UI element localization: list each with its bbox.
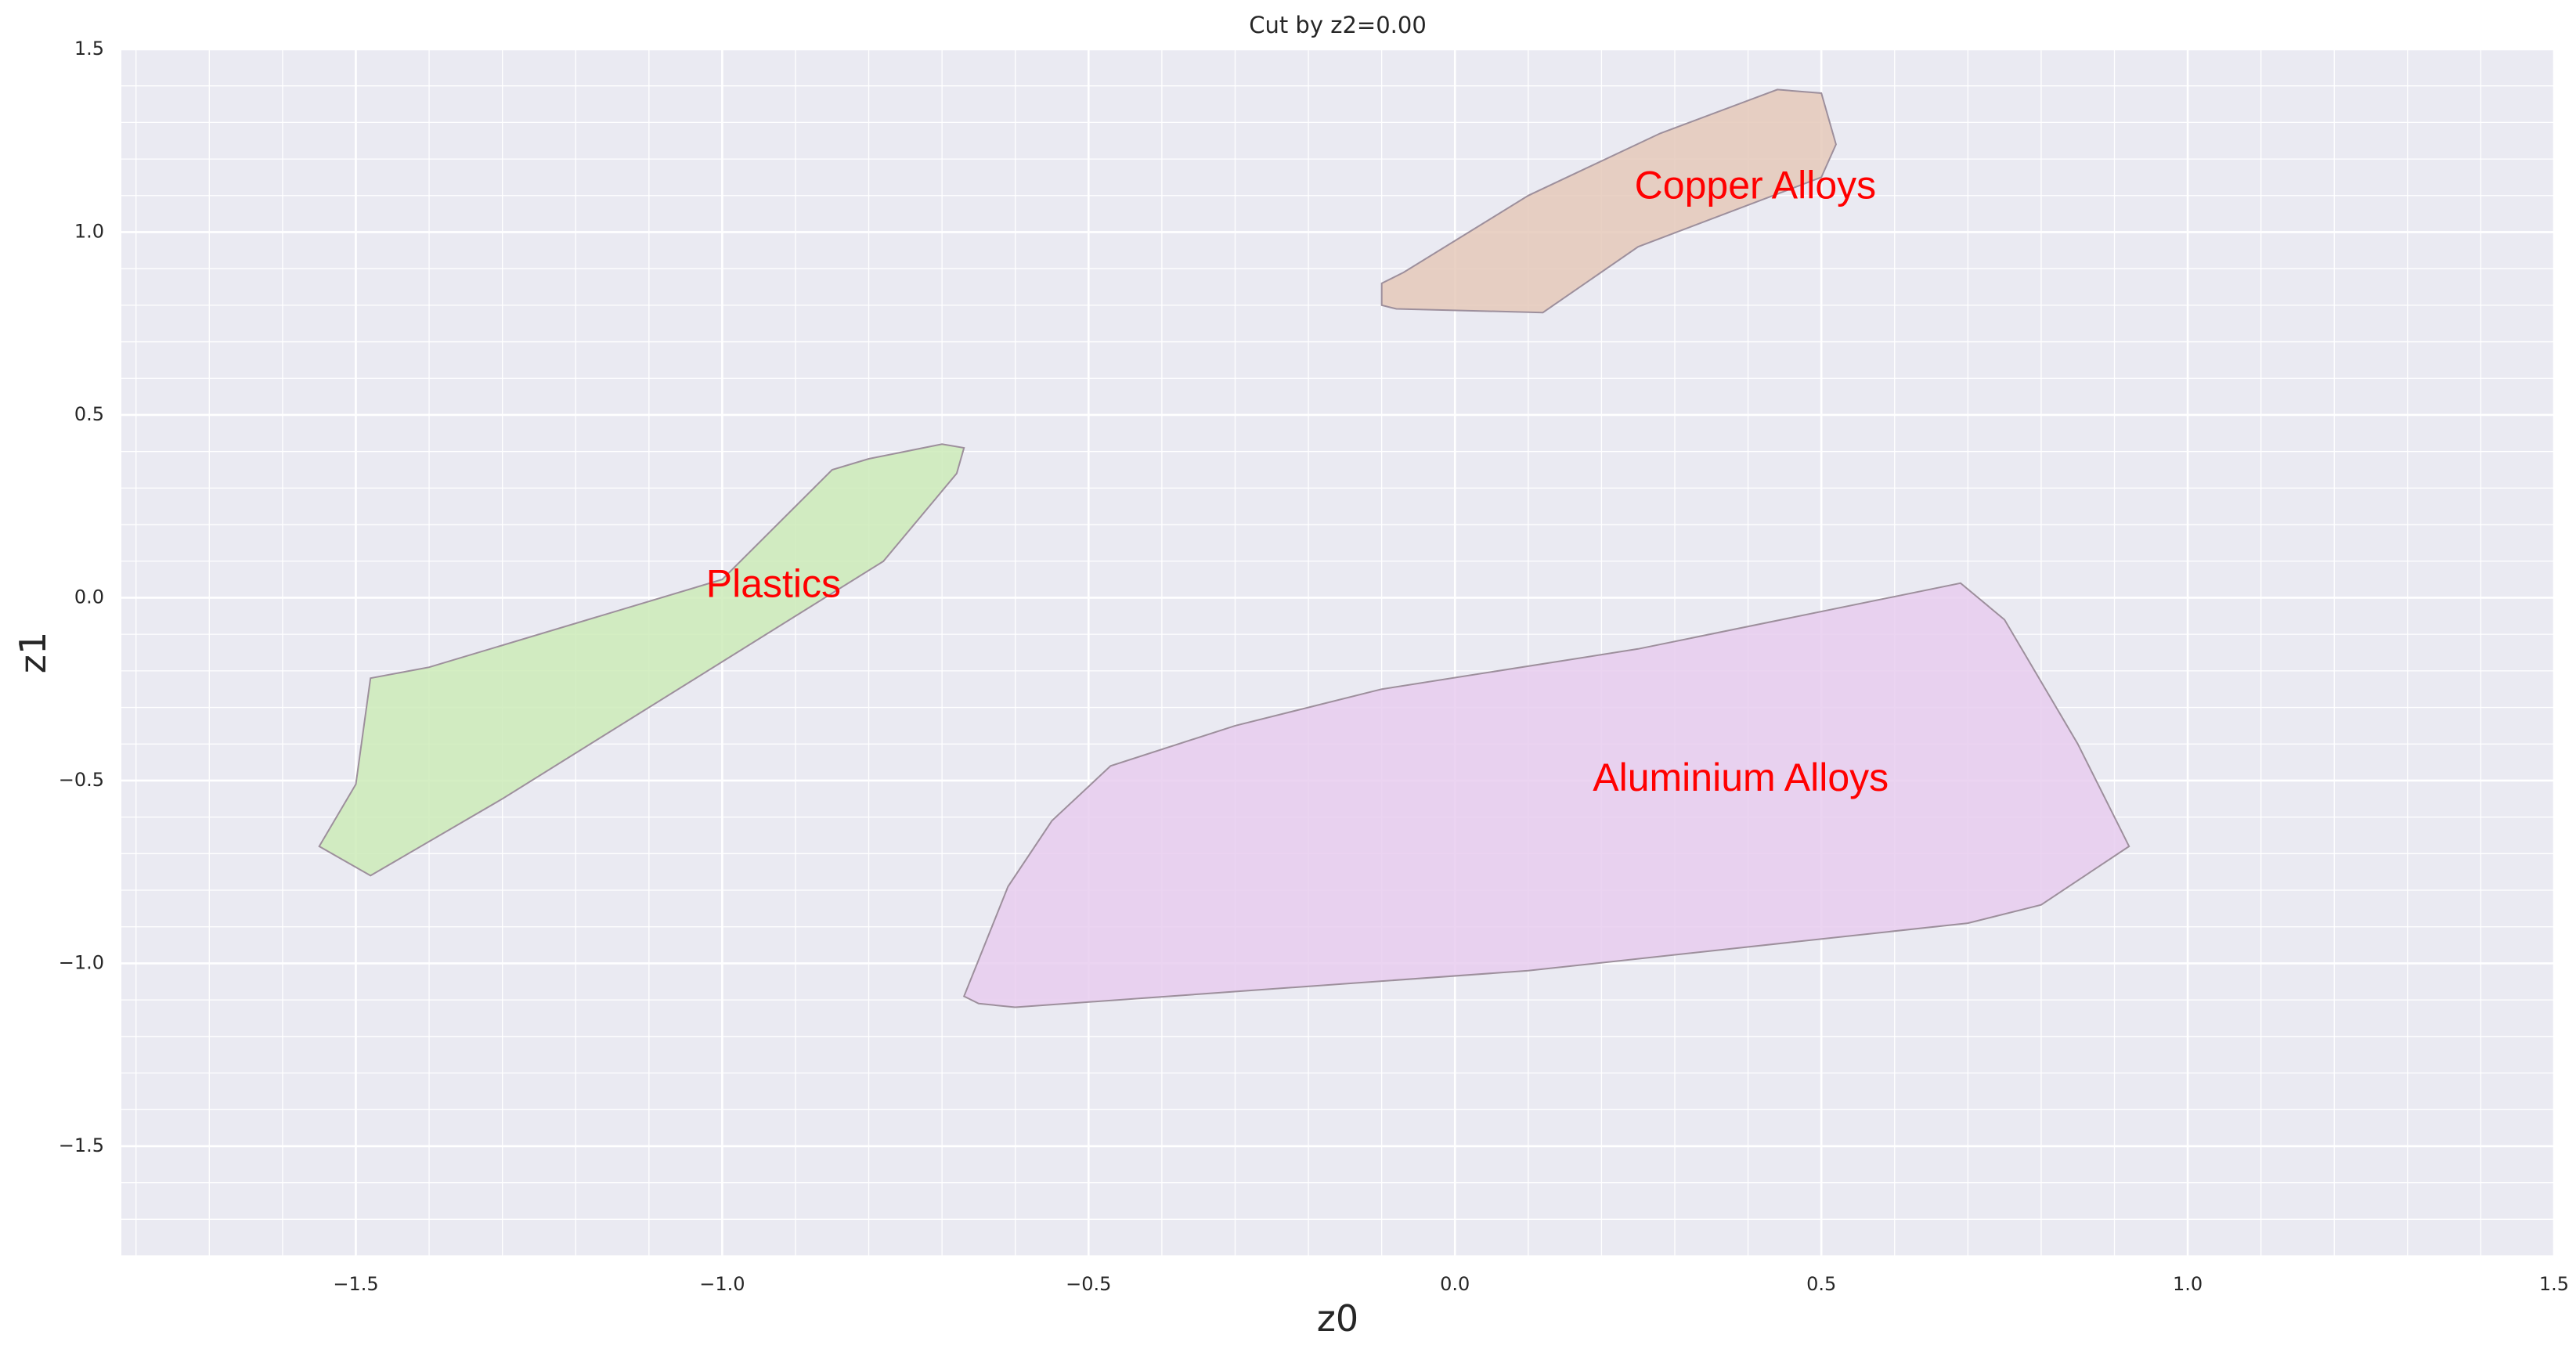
region-copper-alloys <box>1380 88 1837 314</box>
y-tick-label: −1.0 <box>59 951 104 973</box>
x-axis-ticks: −1.5 −1.0 −0.5 0.0 0.5 1.0 1.5 <box>333 1273 2569 1295</box>
x-tick-label: 1.5 <box>2539 1273 2569 1295</box>
region-aluminium-alloys <box>962 582 2130 1008</box>
x-tick-label: 1.0 <box>2173 1273 2203 1295</box>
regions <box>318 88 2130 1008</box>
x-tick-label: −0.5 <box>1066 1273 1111 1295</box>
region-plastics <box>318 443 965 877</box>
x-tick-label: −1.0 <box>699 1273 745 1295</box>
region-labels: Copper Alloys Plastics Aluminium Alloys <box>706 164 1889 799</box>
x-tick-label: 0.0 <box>1440 1273 1470 1295</box>
y-tick-label: 1.5 <box>74 38 104 60</box>
chart-title: Cut by z2=0.00 <box>1249 12 1427 38</box>
y-tick-label: 0.5 <box>74 403 104 425</box>
region-label-aluminium-alloys: Aluminium Alloys <box>1593 756 1889 799</box>
x-tick-label: 0.5 <box>1806 1273 1836 1295</box>
y-axis-ticks: −1.5 −1.0 −0.5 0.0 0.5 1.0 1.5 <box>59 38 104 1156</box>
region-label-copper-alloys: Copper Alloys <box>1635 164 1877 207</box>
x-tick-label: −1.5 <box>333 1273 378 1295</box>
region-label-plastics: Plastics <box>706 562 841 606</box>
y-tick-label: 1.0 <box>74 220 104 242</box>
y-axis-label: z1 <box>12 632 54 673</box>
x-axis-label: z0 <box>1317 1297 1358 1340</box>
y-tick-label: −0.5 <box>59 769 104 791</box>
y-tick-label: −1.5 <box>59 1134 104 1156</box>
y-tick-label: 0.0 <box>74 586 104 608</box>
